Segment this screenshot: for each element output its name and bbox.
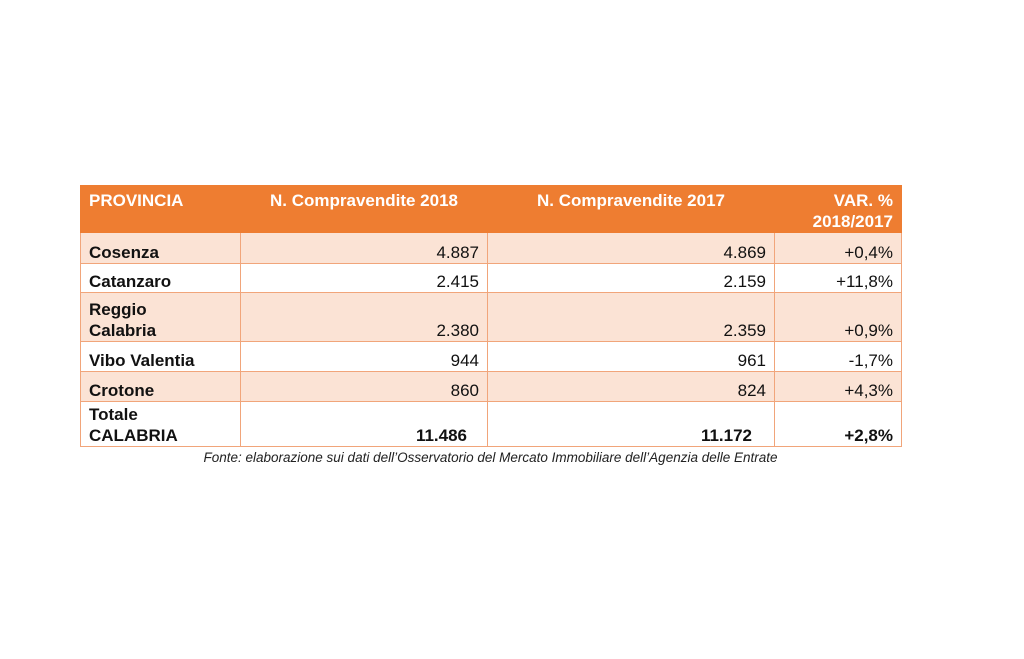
table-row: Vibo Valentia 944 961 -1,7% (80, 341, 902, 372)
sales-2017: 2.359 (487, 292, 775, 342)
province-name: Crotone (80, 371, 241, 402)
total-variation: +2,8% (774, 401, 902, 447)
sales-table: PROVINCIA N. Compravendite 2018 N. Compr… (80, 185, 902, 447)
sales-2017: 4.869 (487, 232, 775, 264)
variation: +0,9% (774, 292, 902, 342)
variation: +11,8% (774, 263, 902, 293)
table-row: Crotone 860 824 +4,3% (80, 371, 902, 402)
table-total-row: Totale CALABRIA 11.486 11.172 +2,8% (80, 401, 902, 447)
sales-2017: 824 (487, 371, 775, 402)
sales-2017: 2.159 (487, 263, 775, 293)
source-note: Fonte: elaborazione sui dati dell’Osserv… (203, 450, 778, 465)
table-row: Cosenza 4.887 4.869 +0,4% (80, 232, 902, 264)
variation: +0,4% (774, 232, 902, 264)
table-row: Reggio Calabria 2.380 2.359 +0,9% (80, 292, 902, 342)
province-name: Cosenza (80, 232, 241, 264)
table-row: Catanzaro 2.415 2.159 +11,8% (80, 263, 902, 293)
province-name: Vibo Valentia (80, 341, 241, 372)
sales-2018: 2.380 (240, 292, 488, 342)
header-variation-line1: VAR. % (833, 191, 893, 210)
total-label: Totale CALABRIA (80, 401, 241, 447)
sales-2018: 860 (240, 371, 488, 402)
sales-2018: 944 (240, 341, 488, 372)
header-compravendite-2018: N. Compravendite 2018 (240, 185, 488, 233)
header-variation-line2: 2018/2017 (812, 212, 893, 231)
header-compravendite-2017: N. Compravendite 2017 (487, 185, 775, 233)
variation: +4,3% (774, 371, 902, 402)
province-name: Catanzaro (80, 263, 241, 293)
sales-2017: 961 (487, 341, 775, 372)
sales-table-container: PROVINCIA N. Compravendite 2018 N. Compr… (80, 185, 902, 447)
header-provincia: PROVINCIA (80, 185, 241, 233)
header-variation: VAR. % 2018/2017 (774, 185, 902, 233)
total-sales-2018: 11.486 (240, 401, 488, 447)
table-header-row: PROVINCIA N. Compravendite 2018 N. Compr… (80, 185, 902, 233)
total-sales-2017: 11.172 (487, 401, 775, 447)
province-name: Reggio Calabria (80, 292, 241, 342)
variation: -1,7% (774, 341, 902, 372)
sales-2018: 2.415 (240, 263, 488, 293)
sales-2018: 4.887 (240, 232, 488, 264)
